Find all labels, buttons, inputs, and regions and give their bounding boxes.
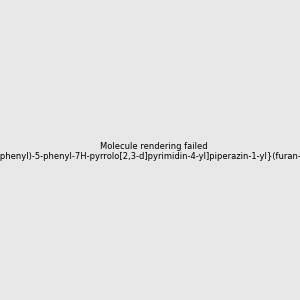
Text: Molecule rendering failed
{4-[7-(4-chlorophenyl)-5-phenyl-7H-pyrrolo[2,3-d]pyrim: Molecule rendering failed {4-[7-(4-chlor… [0, 142, 300, 161]
